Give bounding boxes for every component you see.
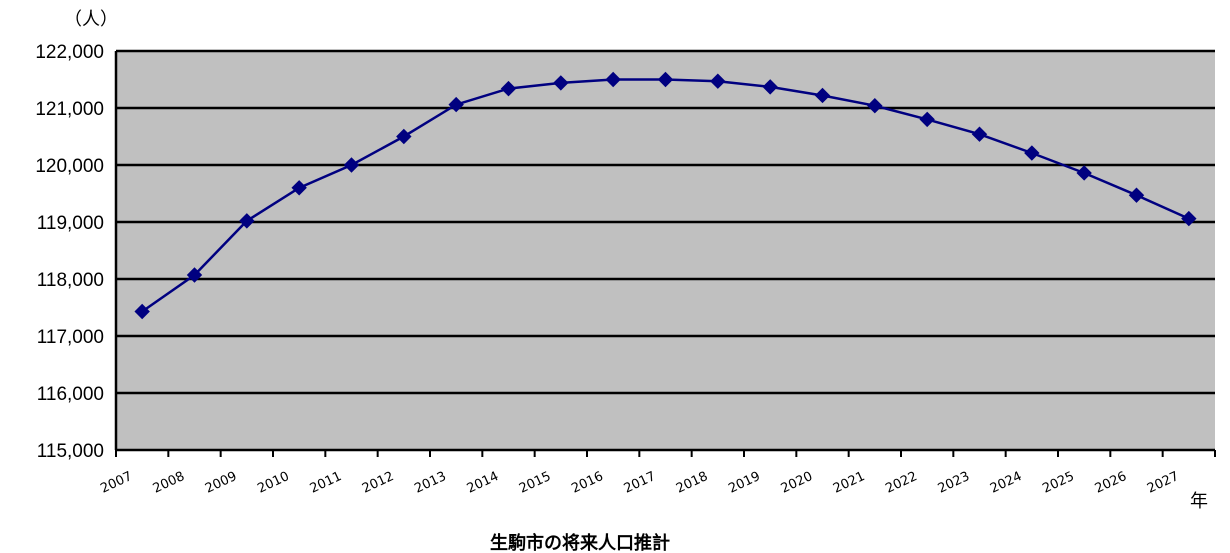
- data-point-marker: [343, 157, 360, 173]
- data-point-marker: [762, 79, 778, 95]
- x-tick-label: 2023: [936, 469, 972, 497]
- data-point-marker: [396, 128, 412, 145]
- x-tick-label: 2018: [674, 469, 710, 497]
- x-tick-label: 2020: [779, 469, 815, 497]
- x-tick-label: 2007: [98, 469, 134, 497]
- y-tick-label: 122,000: [35, 42, 104, 63]
- data-point-marker: [448, 96, 464, 113]
- data-point-marker: [1128, 187, 1145, 203]
- x-tick-label: 2022: [883, 469, 919, 497]
- data-point-marker: [186, 267, 203, 283]
- gridlines: [116, 49, 1215, 395]
- x-tick-label: 2008: [151, 469, 187, 497]
- x-tick-label: 2009: [203, 469, 239, 497]
- data-point-marker: [553, 75, 569, 91]
- data-point-marker: [1076, 165, 1092, 181]
- data-point-marker: [1024, 145, 1040, 161]
- x-tick-label: 2019: [726, 469, 762, 497]
- data-point-marker: [971, 126, 988, 142]
- data-point-marker: [814, 87, 831, 104]
- x-tick-label: 2013: [412, 469, 448, 497]
- y-tick-labels: 115,000 116,000 117,000 118,000 119,000 120,0…: [35, 42, 104, 462]
- x-tick-label: 2016: [569, 469, 605, 497]
- x-tick-label: 2011: [308, 469, 344, 497]
- y-tick-label: 121,000: [35, 99, 104, 120]
- y-tick-label: 115,000: [37, 441, 104, 462]
- y-tick-label: 119,000: [37, 213, 104, 234]
- data-point-marker: [1181, 210, 1197, 227]
- data-point-marker: [134, 303, 150, 320]
- x-tick-label: 2015: [517, 469, 553, 497]
- x-tick-label: 2010: [255, 469, 291, 497]
- x-tick-label: 2021: [831, 469, 867, 497]
- series-population: [134, 71, 1197, 320]
- x-tick-labels: 2007 2008 2009 2010 2011 2012 2013 2014 2015 2016…: [98, 469, 1181, 497]
- data-point-marker: [919, 111, 935, 128]
- axes: [114, 51, 1216, 457]
- y-tick-label: 116,000: [37, 384, 104, 405]
- data-point-marker: [710, 73, 726, 89]
- y-tick-label: 117,000: [37, 327, 104, 348]
- x-tick-label: 2027: [1145, 469, 1181, 497]
- x-tick-label: 2017: [622, 469, 658, 497]
- data-point-marker: [239, 213, 255, 229]
- x-tick-label: 2026: [1093, 469, 1129, 497]
- data-point-marker: [867, 98, 883, 114]
- data-point-marker: [605, 71, 621, 88]
- data-point-marker: [500, 80, 517, 97]
- data-point-marker: [657, 71, 674, 88]
- y-tick-label: 118,000: [37, 270, 104, 291]
- y-tick-label: 120,000: [35, 156, 104, 177]
- chart-caption: 生駒市の将来人口推計: [490, 532, 670, 553]
- plot-area: [116, 51, 1215, 450]
- x-tick-label: 2014: [465, 469, 501, 497]
- x-axis-unit-label: 年: [1190, 491, 1208, 512]
- x-tick-label: 2025: [1040, 469, 1076, 497]
- x-tick-label: 2012: [360, 469, 396, 497]
- y-axis-unit-label: （人）: [64, 9, 118, 30]
- data-point-marker: [291, 180, 307, 196]
- x-tick-label: 2024: [988, 469, 1024, 497]
